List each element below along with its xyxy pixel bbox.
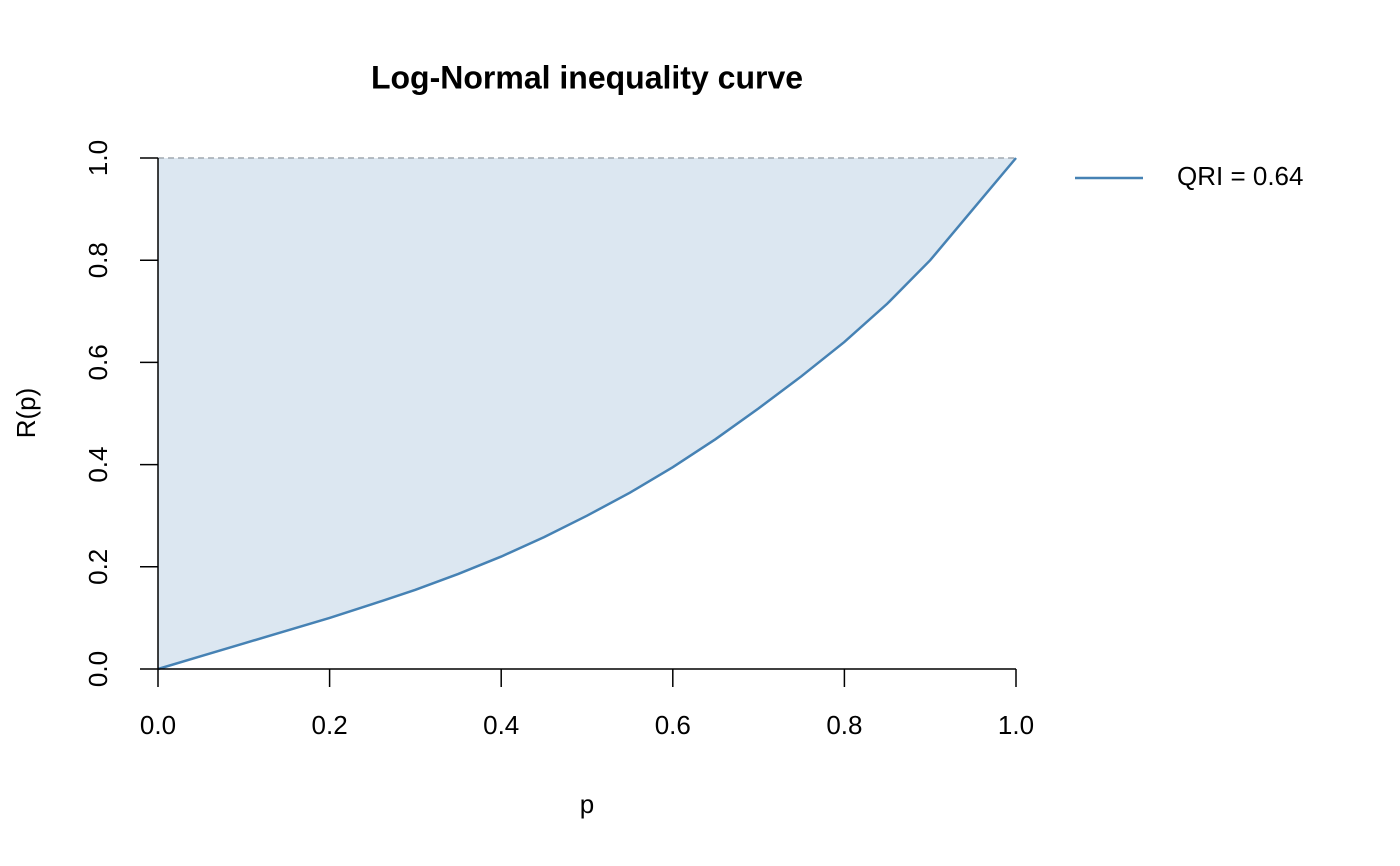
line	[157, 157, 1017, 671]
area-fill	[158, 158, 1016, 669]
x-tick-label: 0.6	[655, 710, 691, 740]
y-tick-label: 0.8	[83, 242, 113, 278]
x-tick-label: 0.8	[826, 710, 862, 740]
chart-title: Log-Normal inequality curve	[371, 59, 803, 95]
legend-label: QRI = 0.64	[1177, 161, 1303, 191]
y-tick-label: 0.0	[83, 651, 113, 687]
y-axis-label: R(p)	[11, 388, 41, 439]
y-tick-label: 0.4	[83, 447, 113, 483]
x-tick-label: 0.0	[140, 710, 176, 740]
x-tick-label: 0.2	[312, 710, 348, 740]
y-tick-label: 0.2	[83, 549, 113, 585]
x-tick-label: 0.4	[483, 710, 519, 740]
x-tick-label: 1.0	[998, 710, 1034, 740]
y-tick-label: 1.0	[83, 140, 113, 176]
y-tick-label: 0.6	[83, 344, 113, 380]
x-axis-label: p	[580, 789, 594, 819]
